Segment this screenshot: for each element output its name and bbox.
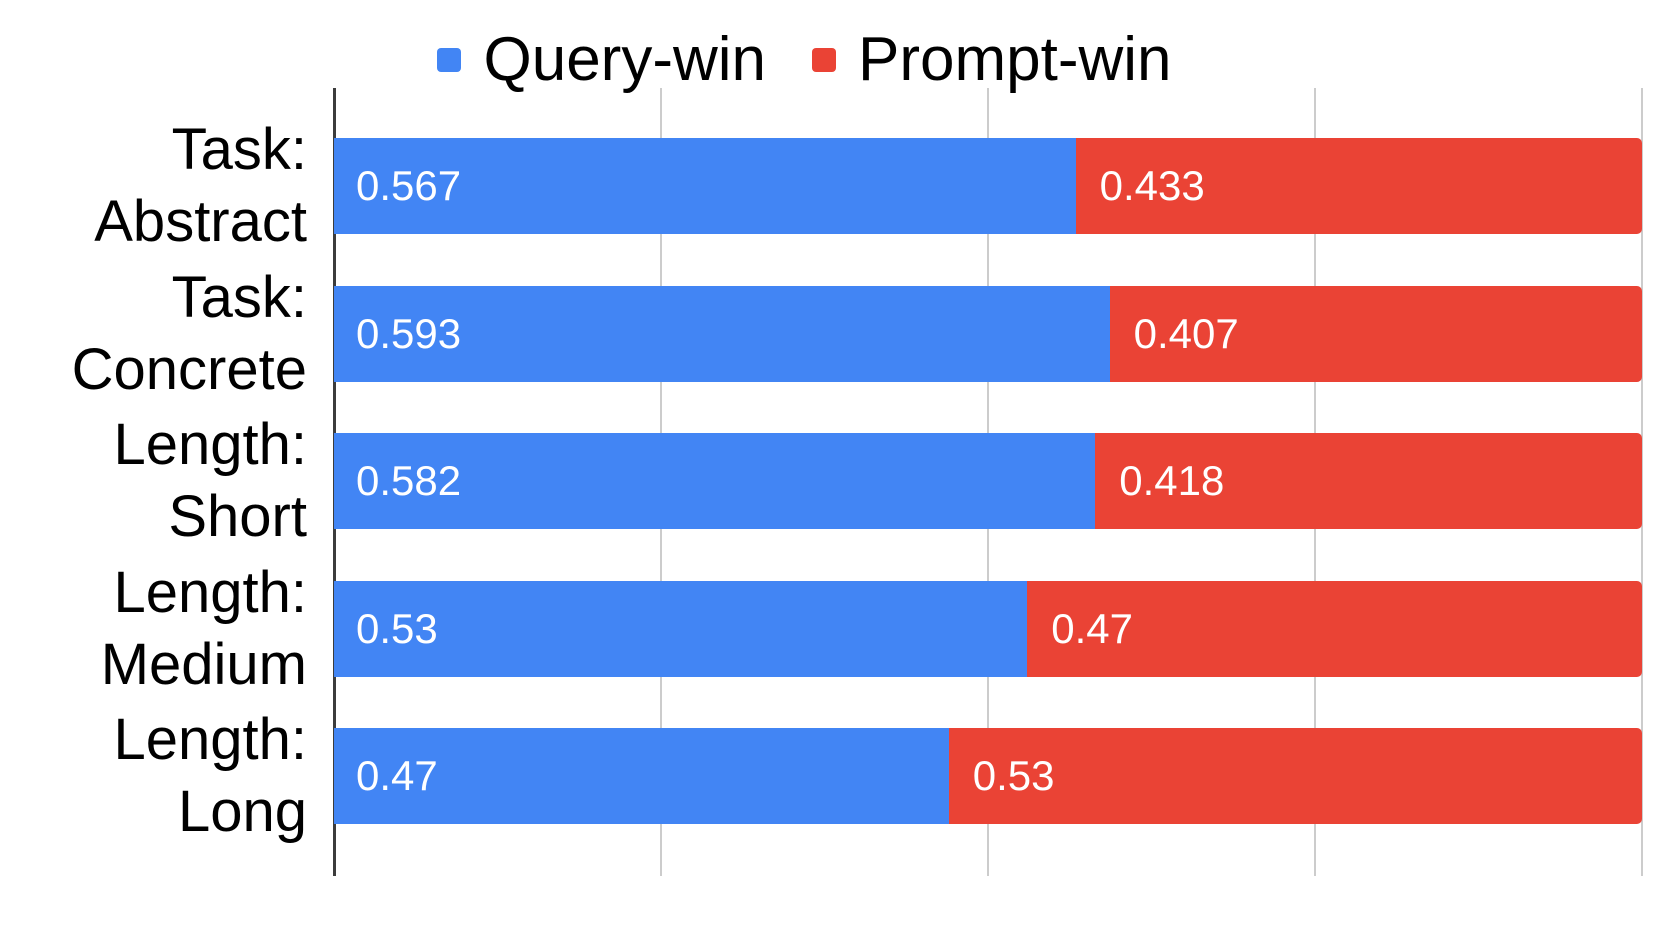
legend-label: Prompt-win [858,25,1172,94]
value-label: 0.418 [1119,457,1225,504]
gridline [1641,88,1643,876]
value-label: 0.433 [1099,162,1205,209]
legend-label: Query-win [483,25,766,94]
category-label-line: Long [177,779,307,844]
category-label-line: Task: [171,264,307,330]
category-label: Length: Short [0,409,307,553]
legend-item-0: Query-win [437,29,766,91]
value-label: 0.567 [356,162,462,209]
category-label-line: Length: [113,559,307,625]
category-label: Length: Medium [0,557,307,701]
plot-area: 0.567 0.433 0.593 0.407 0.582 0.418 0.53 0.47 0.… [333,88,1643,876]
bar-segment-query-win: 0.53 [334,580,1028,677]
category-label-line: Short [168,484,307,549]
value-label: 0.407 [1133,309,1239,357]
value-label: 0.53 [356,604,438,652]
bar-row: 0.567 0.433 [334,138,1642,234]
bar-segment-prompt-win: 0.418 [1095,433,1642,529]
category-label-line: Medium [100,631,307,697]
value-label: 0.593 [356,309,462,357]
bar-row: 0.593 0.407 [334,285,1642,382]
bar-segment-query-win: 0.593 [334,285,1110,382]
bar-segment-query-win: 0.47 [334,728,949,824]
bar-row: 0.47 0.53 [334,728,1642,824]
category-label-line: Abstract [94,189,307,254]
bar-segment-prompt-win: 0.53 [948,728,1642,824]
bar-segment-query-win: 0.567 [334,138,1076,234]
legend-swatch-icon [437,48,462,72]
category-label: Task: Abstract [0,114,307,258]
category-label-line: Concrete [71,336,307,402]
value-label: 0.53 [972,752,1055,799]
category-label: Length: Long [0,704,307,848]
category-label-line: Length: [113,412,307,477]
bar-segment-prompt-win: 0.433 [1075,138,1642,234]
legend-swatch-icon [812,48,836,72]
bar-row: 0.53 0.47 [334,580,1642,677]
value-label: 0.47 [1051,604,1133,652]
category-label: Task: Concrete [0,262,307,406]
bar-segment-query-win: 0.582 [334,433,1096,529]
value-label: 0.582 [356,457,462,504]
legend-item-1: Prompt-win [812,29,1172,91]
chart-legend: Query-win Prompt-win [0,10,1609,110]
bar-row: 0.582 0.418 [334,433,1642,529]
bar-segment-prompt-win: 0.47 [1027,580,1642,677]
value-label: 0.47 [356,752,438,799]
category-label-line: Length: [113,707,307,772]
category-label-line: Task: [171,117,307,182]
bar-segment-prompt-win: 0.407 [1109,285,1642,382]
